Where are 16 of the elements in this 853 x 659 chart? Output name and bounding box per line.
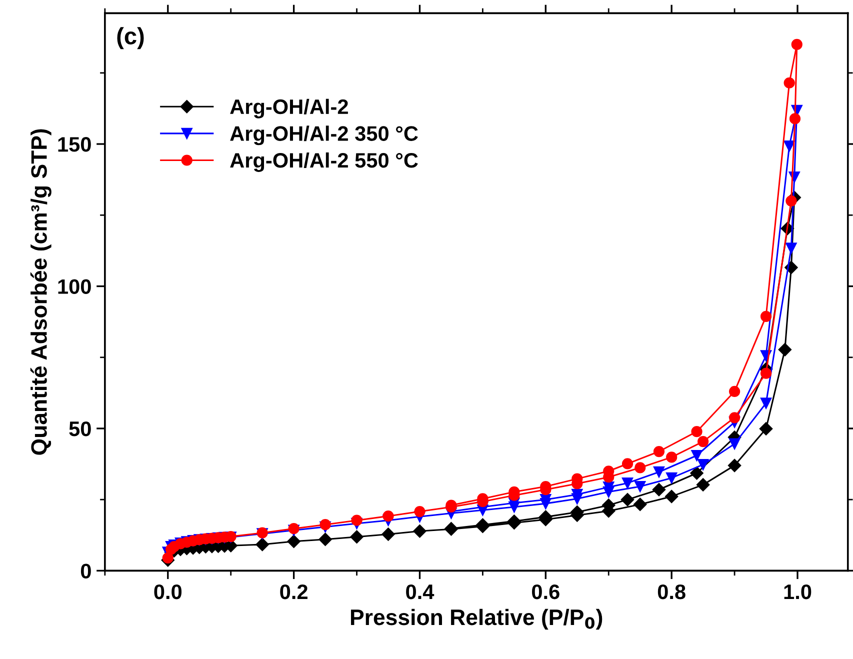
x-tick-label: 0.2 <box>280 584 308 600</box>
legend-label: Arg-OH/Al-2 550 °C <box>230 152 418 172</box>
y-tick-label: 150 <box>58 137 91 152</box>
y-axis-title: Quantité Adsorbée (cm³/g STP) <box>30 129 52 455</box>
x-tick-label: 0.4 <box>406 584 434 600</box>
x-tick-label: 0.6 <box>532 584 560 600</box>
x-tick-label: 0.8 <box>658 584 686 600</box>
legend-label: Arg-OH/Al-2 <box>230 98 348 118</box>
x-axis-title: Pression Relative (P/P$_{0}$) <box>351 608 602 630</box>
x-tick-label: 1.0 <box>784 584 812 600</box>
y-tick-label: 100 <box>58 279 91 294</box>
x-tick-label: 0.0 <box>154 584 182 600</box>
legend-label: Arg-OH/Al-2 350 °C <box>230 126 418 146</box>
y-tick-label: 0 <box>80 564 91 578</box>
annotation: (c) <box>117 27 144 50</box>
y-tick-label: 50 <box>69 421 91 436</box>
